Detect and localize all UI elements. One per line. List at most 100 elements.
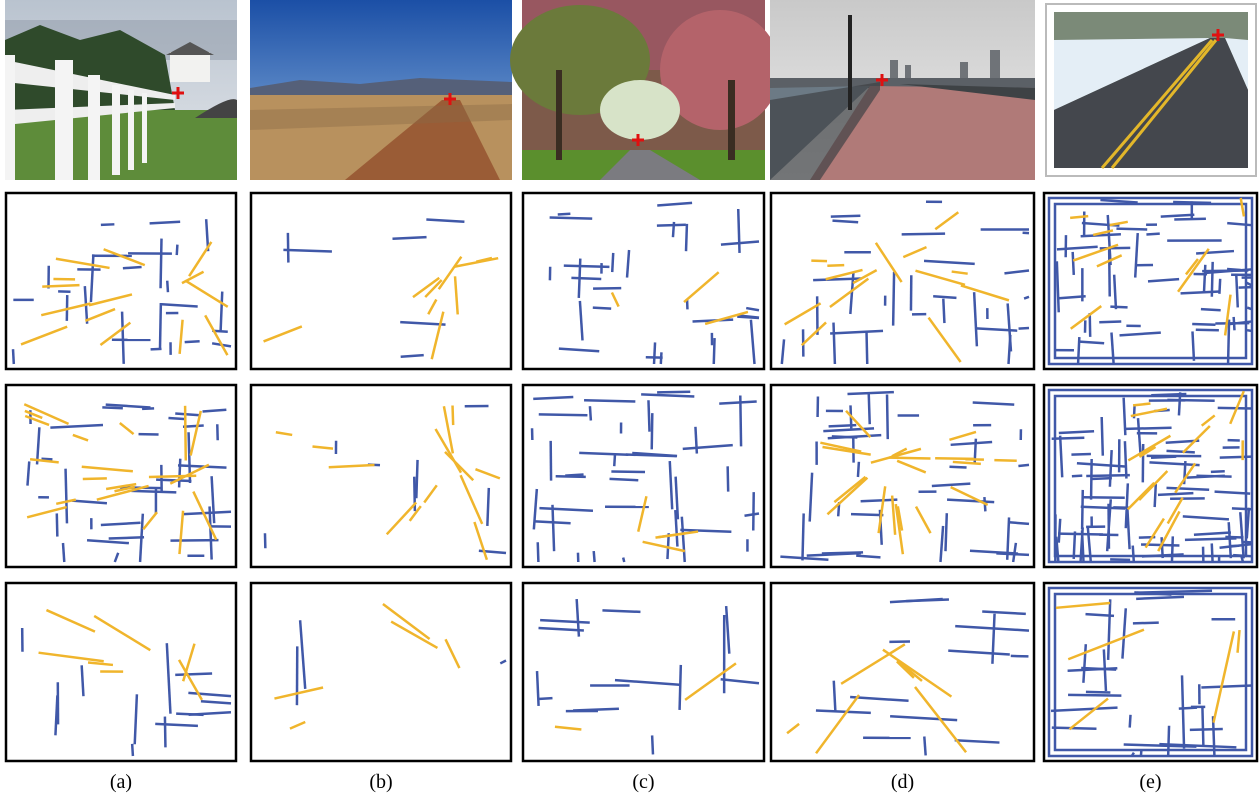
blue-segment (1018, 465, 1029, 466)
blue-segment (1126, 428, 1172, 429)
blue-segment (714, 338, 715, 364)
blue-segment (175, 414, 200, 416)
blue-segment (1081, 668, 1116, 670)
blue-segment (943, 299, 944, 323)
blue-segment (728, 466, 729, 491)
blue-segment (179, 459, 180, 488)
blue-segment (902, 234, 945, 235)
blue-segment (416, 460, 417, 498)
blue-segment (101, 224, 115, 225)
blue-segment (1074, 531, 1075, 558)
blue-segment (537, 671, 539, 706)
panel-frame (523, 583, 764, 761)
blue-segment (851, 514, 883, 515)
blue-segment (150, 222, 181, 224)
blue-segment (165, 717, 166, 748)
blue-segment (1058, 534, 1103, 535)
blue-segment (1196, 330, 1219, 331)
blue-segment (1204, 265, 1205, 293)
blue-segment (558, 214, 571, 215)
panel-frame (771, 385, 1034, 567)
blue-segment (41, 459, 52, 460)
line-panel (6, 193, 236, 369)
yellow-segment (994, 460, 1016, 461)
blue-segment (945, 513, 946, 551)
blue-segment (856, 556, 880, 558)
photo-b (250, 0, 512, 180)
blue-segment (1052, 728, 1097, 729)
blue-segment (802, 513, 803, 560)
blue-segment (1068, 695, 1121, 696)
caption: (b) (369, 771, 392, 793)
blue-segment (869, 392, 870, 424)
blue-segment (185, 341, 200, 342)
blue-segment (1172, 536, 1173, 562)
blue-segment (1192, 324, 1215, 325)
yellow-segment (827, 265, 844, 266)
blue-segment (27, 461, 29, 485)
blue-segment (221, 292, 223, 333)
blue-segment (1202, 707, 1203, 747)
blue-segment (602, 610, 640, 611)
yellow-segment (149, 476, 196, 477)
blue-segment (657, 392, 690, 393)
blue-segment (831, 216, 861, 217)
blue-segment (1212, 543, 1213, 562)
blue-segment (822, 552, 863, 553)
blue-segment (1196, 476, 1231, 477)
blue-segment (594, 551, 595, 562)
blue-segment (1133, 623, 1159, 624)
yellow-segment (185, 406, 186, 461)
blue-segment (680, 665, 681, 710)
blue-segment (538, 698, 553, 699)
blue-segment (1220, 457, 1252, 458)
blue-segment (533, 397, 573, 399)
blue-segment (550, 218, 593, 219)
blue-segment (1212, 262, 1213, 297)
caption: (e) (1139, 771, 1161, 793)
blue-segment (887, 395, 888, 440)
blue-segment (1124, 398, 1126, 436)
blue-segment (1125, 441, 1127, 478)
blue-segment (1073, 252, 1074, 275)
blue-segment (924, 736, 925, 755)
blue-segment (571, 278, 601, 279)
blue-segment (657, 225, 686, 226)
blue-segment (1192, 331, 1193, 360)
caption: (a) (110, 771, 132, 793)
blue-segment (160, 303, 161, 350)
blue-segment (168, 418, 184, 419)
blue-segment (686, 224, 687, 251)
blue-segment (1202, 270, 1248, 271)
photo-d (770, 0, 1035, 180)
blue-segment (738, 209, 739, 253)
yellow-segment (1070, 216, 1088, 218)
panel-frame (523, 193, 764, 369)
blue-segment (833, 323, 834, 364)
blue-segment (1078, 337, 1079, 364)
panel-frame (251, 193, 511, 369)
blue-segment (652, 413, 653, 449)
blue-segment (1247, 308, 1252, 310)
blue-segment (610, 479, 639, 480)
blue-segment (1019, 328, 1029, 329)
line-panel (1044, 193, 1257, 369)
blue-segment (1174, 219, 1206, 220)
blue-segment (1211, 471, 1225, 472)
blue-segment (1227, 269, 1241, 270)
blue-segment (1110, 450, 1112, 487)
yellow-segment (453, 406, 454, 426)
blue-segment (552, 505, 554, 551)
blue-segment (63, 543, 64, 562)
blue-segment (573, 709, 619, 711)
line-panel (251, 193, 511, 369)
blue-segment (1228, 320, 1229, 364)
blue-segment (626, 455, 677, 457)
line-panel (6, 583, 236, 761)
panel-frame (771, 583, 1034, 761)
blue-segment (13, 349, 14, 364)
line-panel (771, 193, 1034, 369)
blue-segment (401, 355, 424, 357)
blue-segment (933, 296, 956, 298)
photo-a (5, 0, 237, 180)
